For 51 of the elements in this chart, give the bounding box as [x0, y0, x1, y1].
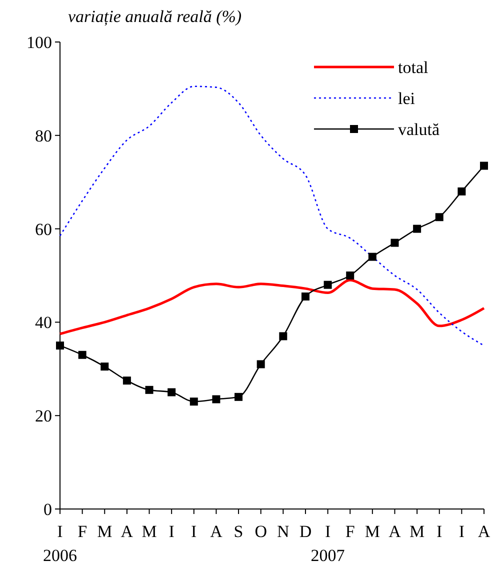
y-tick-label: 80 — [35, 126, 52, 146]
legend-label: valută — [398, 120, 440, 139]
point — [368, 252, 376, 261]
point — [168, 388, 176, 396]
x-tick-label: D — [299, 522, 312, 541]
x-tick-label: F — [78, 522, 88, 541]
y-axis-title: variație anuală reală (%) — [68, 7, 242, 26]
x-tick-label: A — [120, 522, 134, 541]
x-tick-label: A — [478, 522, 491, 541]
point — [190, 398, 198, 406]
point — [122, 376, 131, 385]
point — [324, 280, 332, 289]
legend-label: total — [398, 58, 428, 77]
x-tick-label: A — [210, 522, 224, 541]
line-series — [59, 86, 485, 346]
x-tick-label: M — [97, 522, 112, 541]
point — [413, 224, 422, 233]
y-tick-label: 0 — [44, 500, 52, 519]
x-tick-label: O — [254, 522, 267, 541]
point — [301, 292, 310, 301]
x-tick-label: I — [436, 522, 443, 541]
x-tick-label: N — [277, 522, 290, 541]
point — [56, 342, 64, 350]
point — [346, 272, 354, 280]
point — [435, 213, 444, 222]
y-tick-label: 20 — [35, 406, 52, 426]
y-tick-label: 60 — [35, 220, 52, 239]
y-tick-label: 40 — [35, 313, 52, 332]
point — [480, 162, 488, 170]
x-tick-label: M — [409, 522, 425, 541]
x-tick-label: I — [191, 522, 198, 541]
point — [256, 360, 265, 368]
point — [212, 395, 220, 404]
x-tick-label: I 2007 — [310, 522, 346, 565]
x-tick-label: I — [458, 522, 465, 541]
x-tick-label: M — [142, 522, 157, 541]
y-tick-label: 100 — [26, 32, 52, 52]
point — [145, 386, 154, 394]
x-tick-label: F — [345, 522, 355, 541]
x-tick-label: S — [234, 522, 244, 541]
point — [78, 350, 86, 359]
x-tick-label: I — [168, 522, 175, 541]
point — [390, 238, 399, 247]
point — [279, 332, 288, 340]
x-tick-label: A — [388, 522, 402, 541]
point — [100, 362, 109, 371]
point — [234, 392, 243, 401]
legend-label: lei — [398, 88, 416, 108]
x-tick-label: I 2006 — [43, 522, 77, 565]
x-tick-label: M — [364, 522, 380, 541]
point — [458, 187, 466, 196]
